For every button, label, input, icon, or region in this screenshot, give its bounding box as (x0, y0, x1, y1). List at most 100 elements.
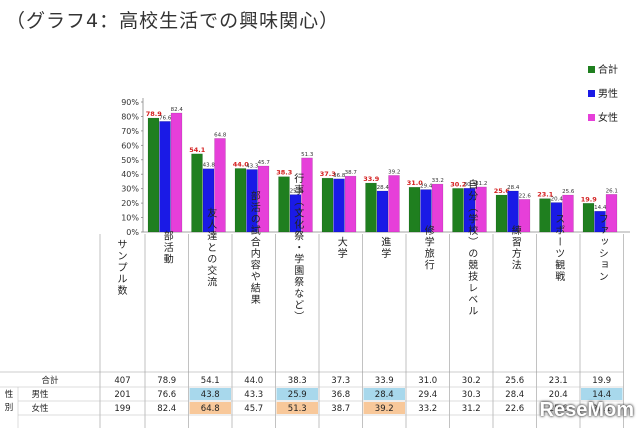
svg-text:プ: プ (118, 262, 128, 274)
table-cell-highlight (363, 388, 405, 400)
column-header-category: 友人達との交流 (205, 207, 217, 289)
y-tick-label: 70% (121, 127, 139, 136)
data-label: 51.3 (301, 152, 314, 158)
y-tick-label: 10% (121, 214, 139, 223)
table-cell: 36.8 (331, 390, 350, 400)
bar-male (594, 210, 606, 233)
table-cell: 25.6 (505, 376, 524, 386)
data-label: 19.9 (581, 195, 598, 203)
data-label: 28.4 (507, 185, 520, 191)
data-label: 36.8 (333, 173, 346, 179)
bar-female (344, 175, 357, 233)
column-header-category: 部活の試合内容や結果 (248, 189, 260, 305)
table-cell: 33.9 (375, 376, 394, 386)
bar-female (518, 199, 531, 233)
data-label: 43.3 (246, 163, 259, 169)
table-cell: 22.6 (505, 404, 524, 414)
data-label: 54.1 (189, 146, 206, 154)
bar-male (246, 169, 258, 233)
table-cell: 82.4 (157, 404, 176, 414)
bar-total (321, 177, 334, 233)
row-group-label: 別 (5, 403, 14, 413)
y-tick-label: 90% (121, 98, 139, 107)
table-cell: 38.7 (331, 404, 350, 414)
column-header-category: 部活動 (161, 230, 173, 266)
data-label: 45.7 (258, 160, 271, 166)
bar-total (191, 153, 203, 233)
svg-text:ル: ル (118, 275, 128, 286)
y-tick-label: 30% (121, 185, 139, 194)
row-group-label: 性 (5, 389, 14, 400)
watermark-logo: ReseMom (539, 399, 634, 421)
data-label: 31.0 (407, 179, 424, 187)
bar-total (452, 188, 464, 233)
y-tick-label: 40% (121, 170, 139, 179)
table-cell: 78.9 (157, 376, 176, 386)
column-header-category: 大学 (335, 235, 347, 259)
table-cell: 23.1 (549, 376, 568, 386)
bar-total (234, 168, 247, 233)
data-label: 33.9 (363, 175, 380, 183)
data-label: 29.4 (420, 184, 433, 190)
y-tick-label: 0% (126, 228, 139, 237)
data-label: 82.4 (171, 107, 184, 113)
bar-female (301, 157, 313, 233)
bar-total (582, 203, 595, 233)
table-cell: 45.7 (244, 404, 263, 414)
bar-male (463, 188, 476, 233)
table-cell-highlight (581, 388, 623, 400)
cell-sample-size: 407 (114, 376, 130, 386)
svg-text:ン: ン (118, 252, 128, 263)
data-label: 25.9 (290, 189, 303, 195)
table-cell: 14.4 (592, 390, 611, 400)
bar-female (388, 175, 400, 233)
cell-sample-size: 201 (114, 390, 130, 400)
table-cell: 20.4 (549, 390, 568, 400)
bar-female (605, 194, 618, 233)
table-cell: 37.3 (331, 376, 350, 386)
data-label: 33.2 (432, 178, 444, 184)
legend-swatch (588, 114, 595, 121)
bar-male (507, 190, 519, 233)
data-label: 44.0 (233, 160, 250, 168)
data-label: 23.1 (537, 191, 554, 199)
data-label: 76.6 (159, 115, 172, 121)
data-label: 25.6 (562, 189, 575, 195)
bar-male (376, 190, 389, 233)
table-cell: 54.1 (201, 376, 220, 386)
y-tick-label: 80% (121, 112, 139, 121)
column-header-category: 自分（学校）の競技レベル (466, 178, 478, 317)
table-cell: 30.3 (462, 390, 481, 400)
data-label: 26.1 (606, 188, 618, 194)
bar-total (147, 117, 160, 233)
column-header-category: 練習方法 (509, 224, 521, 271)
table-cell: 64.8 (201, 404, 220, 414)
legend-label: 男性 (598, 87, 618, 100)
row-label: 合計 (41, 375, 59, 386)
column-header-category: 行事（文化祭・学園祭など） (292, 172, 304, 323)
table-cell: 51.3 (288, 404, 307, 414)
data-label: 64.8 (214, 132, 227, 138)
table-cell: 19.9 (592, 376, 611, 386)
bar-female (562, 194, 574, 233)
table-cell: 76.6 (157, 390, 176, 400)
bar-female (170, 112, 183, 233)
data-label: 14.4 (594, 205, 607, 211)
row-label: 男性 (31, 389, 49, 400)
y-tick-label: 20% (121, 199, 139, 208)
data-label: 39.2 (388, 169, 400, 175)
column-header-category: スポーツ観戦 (553, 214, 565, 283)
column-header-category: 進学 (379, 236, 391, 259)
bar-male (289, 194, 302, 233)
cell-sample-size: 199 (114, 404, 130, 414)
table-cell: 28.4 (505, 390, 524, 400)
bar-female (475, 186, 487, 233)
y-tick-label: 50% (121, 156, 139, 165)
data-label: 30.3 (464, 182, 477, 188)
bar-female (214, 138, 226, 233)
table-cell-highlight (189, 388, 231, 400)
table-cell-highlight (189, 402, 231, 414)
table-cell: 31.0 (418, 376, 437, 386)
